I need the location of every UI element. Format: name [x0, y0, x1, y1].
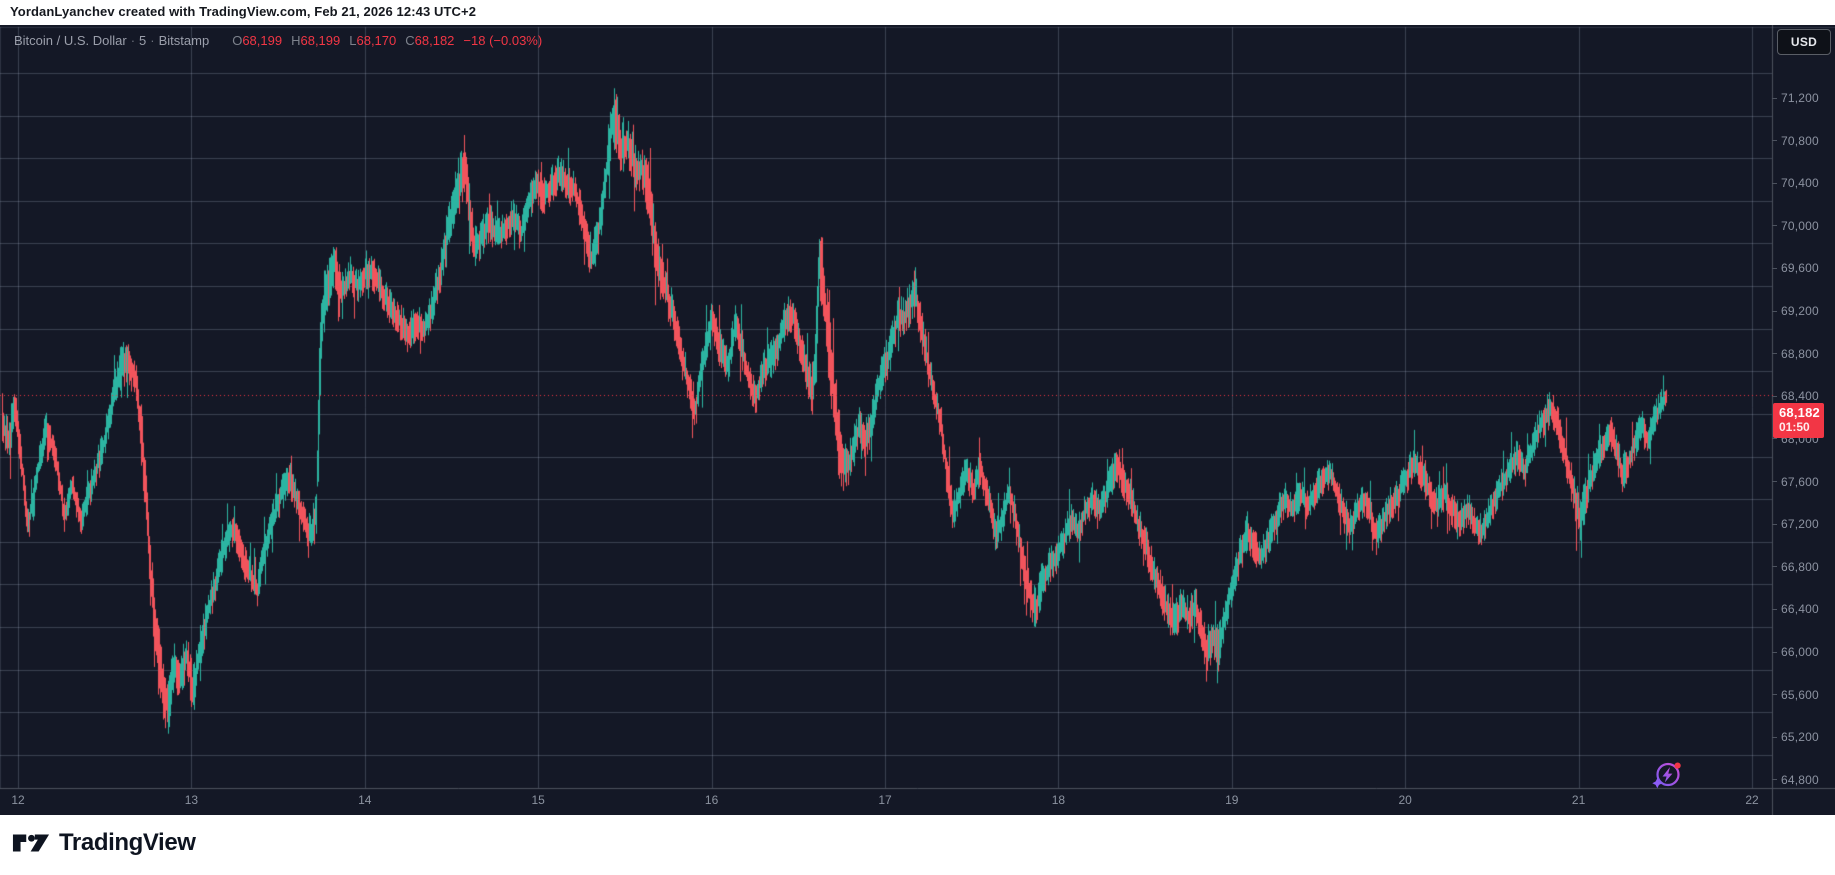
- price-axis-tick: [1772, 353, 1777, 355]
- price-axis-label: 70,400: [1781, 176, 1819, 191]
- footer: TradingView: [0, 815, 1835, 875]
- price-axis-label: 66,800: [1781, 559, 1819, 574]
- price-axis-tick: [1772, 438, 1777, 440]
- ohlc-close-value: 68,182: [414, 33, 455, 48]
- time-axis-label: 13: [184, 793, 199, 807]
- price-axis-tick: [1772, 310, 1777, 312]
- chart-panel: Bitcoin / U.S. Dollar · 5 · Bitstamp O68,199 H…: [0, 25, 1835, 815]
- price-axis-label: 66,000: [1781, 645, 1819, 660]
- time-axis-label: 12: [11, 793, 25, 807]
- tradingview-logo-icon: [12, 834, 50, 852]
- price-axis-tick: [1772, 651, 1777, 653]
- price-chart-canvas[interactable]: [0, 25, 1835, 815]
- ohlc-open-value: 68,199: [242, 33, 283, 48]
- price-axis-tick: [1772, 481, 1777, 483]
- price-axis-tick: [1772, 182, 1777, 184]
- time-axis-label: 16: [704, 793, 719, 807]
- legend-exchange[interactable]: Bitstamp: [158, 33, 210, 48]
- price-axis-tick: [1772, 97, 1777, 99]
- legend-symbol[interactable]: Bitcoin / U.S. Dollar: [14, 33, 127, 48]
- ohlc-close-label: C: [405, 33, 415, 48]
- price-axis-label: 65,600: [1781, 687, 1819, 702]
- ohlc-open-label: O: [232, 33, 243, 48]
- price-axis-label: 64,800: [1781, 772, 1819, 787]
- price-axis-label: 65,200: [1781, 730, 1819, 745]
- price-axis-tick: [1772, 225, 1777, 227]
- time-axis-label: 17: [878, 793, 892, 807]
- price-axis-label: 70,800: [1781, 133, 1819, 148]
- price-axis[interactable]: USD 71,200 70,800 70,400 70,000 69,600 69,200…: [1772, 25, 1835, 815]
- currency-button[interactable]: USD: [1777, 29, 1831, 55]
- time-axis-label: 18: [1051, 793, 1066, 807]
- last-price-label: 68,182 01:50: [1773, 402, 1824, 438]
- legend-separator: ·: [130, 33, 136, 48]
- tradingview-logo[interactable]: TradingView: [12, 829, 196, 857]
- legend-separator: ·: [150, 33, 155, 48]
- tradingview-logo-text: TradingView: [59, 829, 196, 856]
- legend-interval[interactable]: 5: [139, 33, 147, 48]
- price-axis-label: 70,000: [1781, 218, 1819, 233]
- time-axis-label: 19: [1225, 793, 1239, 807]
- price-axis-tick: [1772, 523, 1777, 525]
- price-axis-label: 67,600: [1781, 474, 1819, 489]
- time-axis-label: 21: [1571, 793, 1586, 807]
- price-axis-label: 71,200: [1781, 91, 1819, 105]
- price-axis-tick: [1772, 267, 1777, 269]
- price-axis-label: 66,400: [1781, 602, 1819, 617]
- last-price-value: 68,182: [1779, 404, 1820, 420]
- time-axis-label: 14: [358, 793, 372, 807]
- ohlc-high-label: H: [291, 33, 301, 48]
- ohlc-low-label: L: [349, 33, 357, 48]
- price-axis-tick: [1772, 566, 1777, 568]
- price-axis-label: 68,800: [1781, 346, 1819, 361]
- bar-countdown-timer: 01:50: [1779, 419, 1810, 434]
- topbar: YordanLyanchev created with TradingView.…: [0, 0, 1835, 25]
- time-axis-label: 15: [531, 793, 545, 807]
- attribution-text: YordanLyanchev created with TradingView.…: [10, 4, 477, 19]
- price-change: −18 (−0.03%): [463, 33, 543, 48]
- price-axis-tick: [1772, 608, 1777, 610]
- ohlc-high-value: 68,199: [300, 33, 341, 48]
- price-axis-label: 69,200: [1781, 304, 1819, 319]
- rocket-icon: [1649, 755, 1686, 792]
- price-axis-tick: [1772, 694, 1777, 696]
- price-axis-tick: [1772, 140, 1777, 142]
- price-axis-label: 67,200: [1781, 517, 1819, 532]
- price-axis-tick: [1772, 779, 1777, 781]
- time-axis[interactable]: 12 13 14 15 16 17 18 19 20 21 22: [0, 788, 1835, 815]
- time-axis-label: 22: [1745, 793, 1759, 807]
- price-axis-label: 69,600: [1781, 261, 1819, 276]
- price-axis-tick: [1772, 736, 1777, 738]
- price-axis-label: 68,400: [1781, 389, 1819, 404]
- time-axis-label: 20: [1398, 793, 1412, 807]
- legend-ohlc: O68,199 H68,199 L68,170 C68,182 −18 (−0.03%): [223, 33, 542, 48]
- chart-legend: Bitcoin / U.S. Dollar · 5 · Bitstamp O68,199 H…: [14, 33, 542, 49]
- price-axis-tick: [1772, 395, 1777, 397]
- ohlc-low-value: 68,170: [356, 33, 397, 48]
